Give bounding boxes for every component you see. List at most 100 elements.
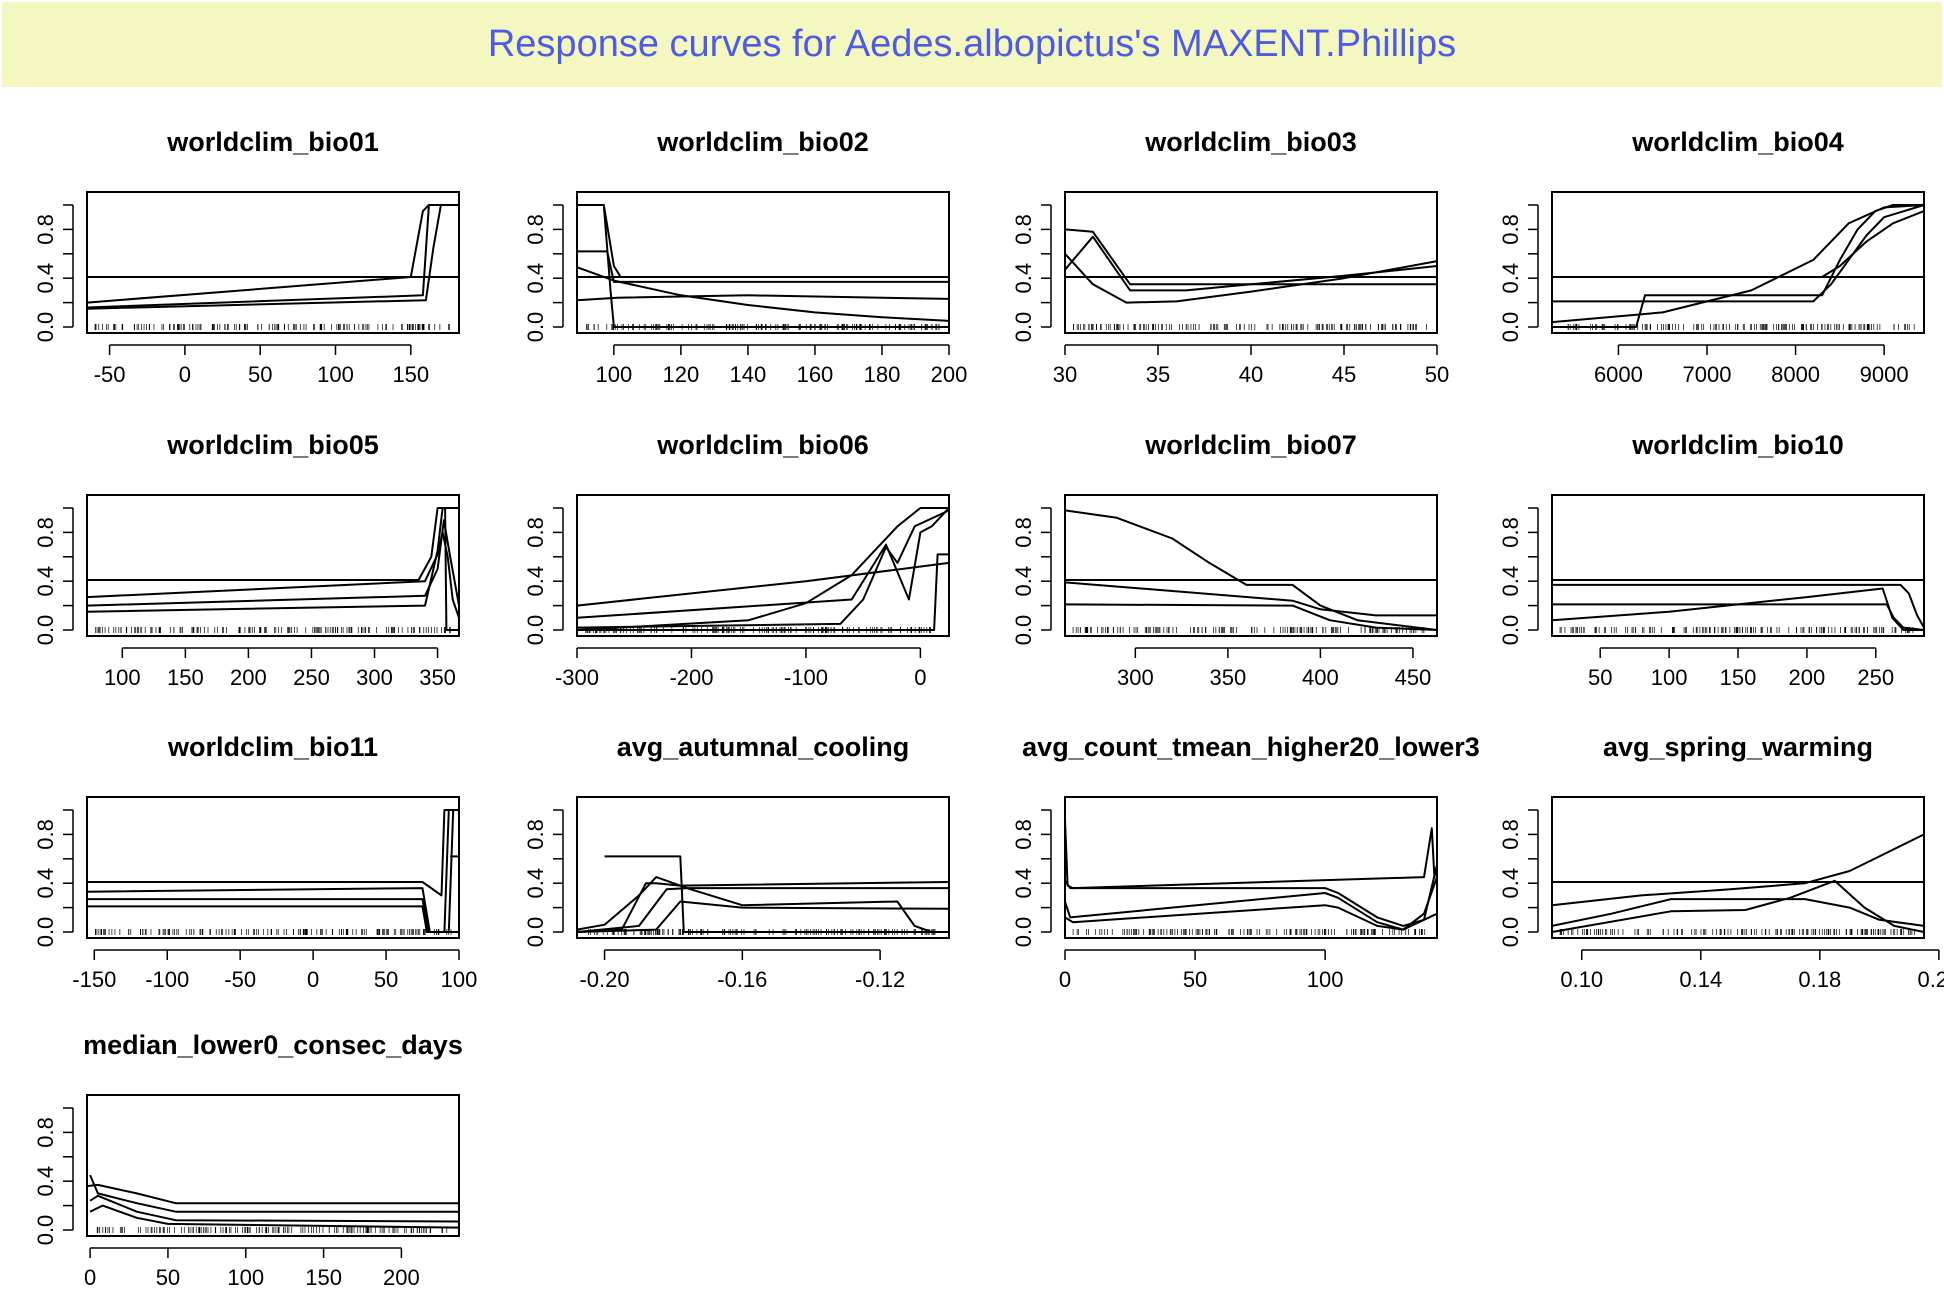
response-curve-1: [576, 561, 950, 607]
x-tick-label: 9000: [1860, 362, 1909, 387]
plot-frame: [1064, 494, 1438, 637]
x-tick-label: -300: [555, 665, 599, 690]
x-axis: 300 350 400 450: [1117, 647, 1432, 690]
x-tick-label: 200: [931, 362, 968, 387]
response-curve-3: [576, 507, 949, 631]
x-tick-label: 0: [1059, 967, 1071, 992]
response-curve-4: [1551, 204, 1925, 324]
response-curve-4: [576, 887, 949, 933]
rug-marks: [1567, 324, 1915, 330]
response-curve-2: [1064, 864, 1438, 927]
y-tick-label: 0.4: [33, 1166, 58, 1197]
rug-marks: [96, 1227, 448, 1233]
response-curve-2: [576, 876, 949, 933]
y-axis: 0.0 0.4 0.8: [33, 809, 74, 947]
y-tick-label: 0.8: [1011, 819, 1036, 850]
response-curve-4: [577, 204, 949, 328]
panel-title: worldclim_bio02: [656, 127, 869, 157]
y-tick-label: 0.0: [1011, 312, 1036, 343]
x-tick-label: 400: [1302, 665, 1339, 690]
response-curve-4: [1551, 879, 1925, 933]
y-tick-label: 0.4: [33, 263, 58, 294]
plot-frame: [1064, 796, 1438, 939]
x-tick-label: 350: [1210, 665, 1247, 690]
response-curve-4: [87, 809, 459, 933]
y-tick-label: 0.4: [523, 263, 548, 294]
response-curve-3: [1551, 898, 1925, 927]
response-curve-2: [1551, 833, 1925, 907]
y-tick-label: 0.8: [33, 819, 58, 850]
x-tick-label: 50: [1425, 362, 1449, 387]
panel-title: avg_spring_warming: [1603, 732, 1873, 762]
y-tick-label: 0.4: [33, 566, 58, 597]
x-tick-label: 100: [1651, 665, 1688, 690]
x-tick-label: -50: [224, 967, 256, 992]
y-tick-label: 0.8: [1498, 214, 1523, 245]
response-curve-6: [576, 266, 950, 322]
y-tick-label: 0.8: [33, 214, 58, 245]
x-tick-label: 0.14: [1679, 967, 1722, 992]
response-curve-3: [87, 809, 459, 933]
plot-frame: [86, 494, 460, 637]
panel-worldclim-bio07: worldclim_bio07 300 350 400 450 0.0 0.4 0.8: [1011, 430, 1438, 690]
response-curve-3: [577, 204, 949, 278]
y-tick-label: 0.8: [1498, 517, 1523, 548]
x-tick-label: 45: [1332, 362, 1356, 387]
response-curve-3: [89, 1194, 460, 1223]
y-axis: 0.0 0.4 0.8: [1498, 204, 1539, 342]
y-axis: 0.0 0.4 0.8: [523, 809, 564, 947]
x-tick-label: 0.18: [1798, 967, 1841, 992]
x-tick-label: 150: [305, 1265, 342, 1290]
response-curve-4: [1064, 235, 1438, 292]
x-tick-label: 100: [317, 362, 354, 387]
y-tick-label: 0.0: [523, 615, 548, 646]
y-axis: 0.0 0.4 0.8: [1011, 507, 1052, 645]
x-tick-label: 100: [596, 362, 633, 387]
panel-worldclim-bio01: worldclim_bio01 -50 0 50 100 150 0.0 0.4 0.8: [33, 127, 460, 387]
y-tick-label: 0.4: [1498, 263, 1523, 294]
x-axis: 100 150 200 250 300 350: [104, 647, 456, 690]
y-tick-label: 0.0: [33, 1215, 58, 1246]
response-curve-3: [1064, 253, 1438, 304]
plot-frame: [1551, 494, 1925, 637]
x-axis: -150 -100 -50 0 50 100: [72, 949, 477, 992]
x-axis: 0 50 100 150 200: [84, 1247, 420, 1290]
x-tick-label: 0.10: [1560, 967, 1603, 992]
panel-title: avg_autumnal_cooling: [617, 732, 910, 762]
x-tick-label: 50: [1183, 967, 1207, 992]
panel-median-lower0-consec-days: median_lower0_consec_days 0 50 100 150 200 0.0…: [33, 1030, 463, 1290]
y-axis: 0.0 0.4 0.8: [33, 1107, 74, 1246]
panel-avg-count-tmean-higher20-lower3: avg_count_tmean_higher20_lower3 0 50 100 0.0…: [1011, 732, 1480, 992]
x-tick-label: 200: [383, 1265, 420, 1290]
response-curve-1: [1064, 819, 1438, 890]
response-curve-4: [86, 507, 459, 631]
plot-frame: [1551, 191, 1925, 334]
panel-avg-autumnal-cooling: avg_autumnal_cooling-0.20 -0.16 -0.120.00.…: [523, 732, 950, 992]
x-axis: -50 0 50 100 150: [94, 344, 429, 387]
plot-frame: [86, 191, 460, 334]
plot-frame: [86, 796, 460, 939]
response-curve-1: [86, 1183, 459, 1205]
response-curve-2: [86, 887, 459, 933]
x-tick-label: -0.16: [717, 967, 767, 992]
y-axis: 0.0 0.4 0.8: [1498, 507, 1539, 645]
y-tick-label: 0.8: [523, 819, 548, 850]
x-tick-label: 8000: [1771, 362, 1820, 387]
response-curve-2: [86, 204, 459, 304]
y-axis: 0.0 0.4 0.8: [1498, 809, 1539, 947]
rug-marks: [1073, 324, 1427, 330]
x-tick-label: 450: [1395, 665, 1432, 690]
panel-title: worldclim_bio03: [1144, 127, 1357, 157]
y-axis: 0.0 0.4 0.8: [33, 204, 74, 342]
response-curve-4: [1064, 904, 1438, 931]
response-curve-5: [576, 900, 950, 933]
x-tick-label: 250: [293, 665, 330, 690]
y-tick-label: 0.4: [523, 566, 548, 597]
y-tick-label: 0.4: [1498, 868, 1523, 899]
x-tick-label: 0: [179, 362, 191, 387]
x-tick-label: 50: [1588, 665, 1612, 690]
plot-frame: [576, 494, 950, 637]
response-curve-4: [89, 1204, 460, 1229]
